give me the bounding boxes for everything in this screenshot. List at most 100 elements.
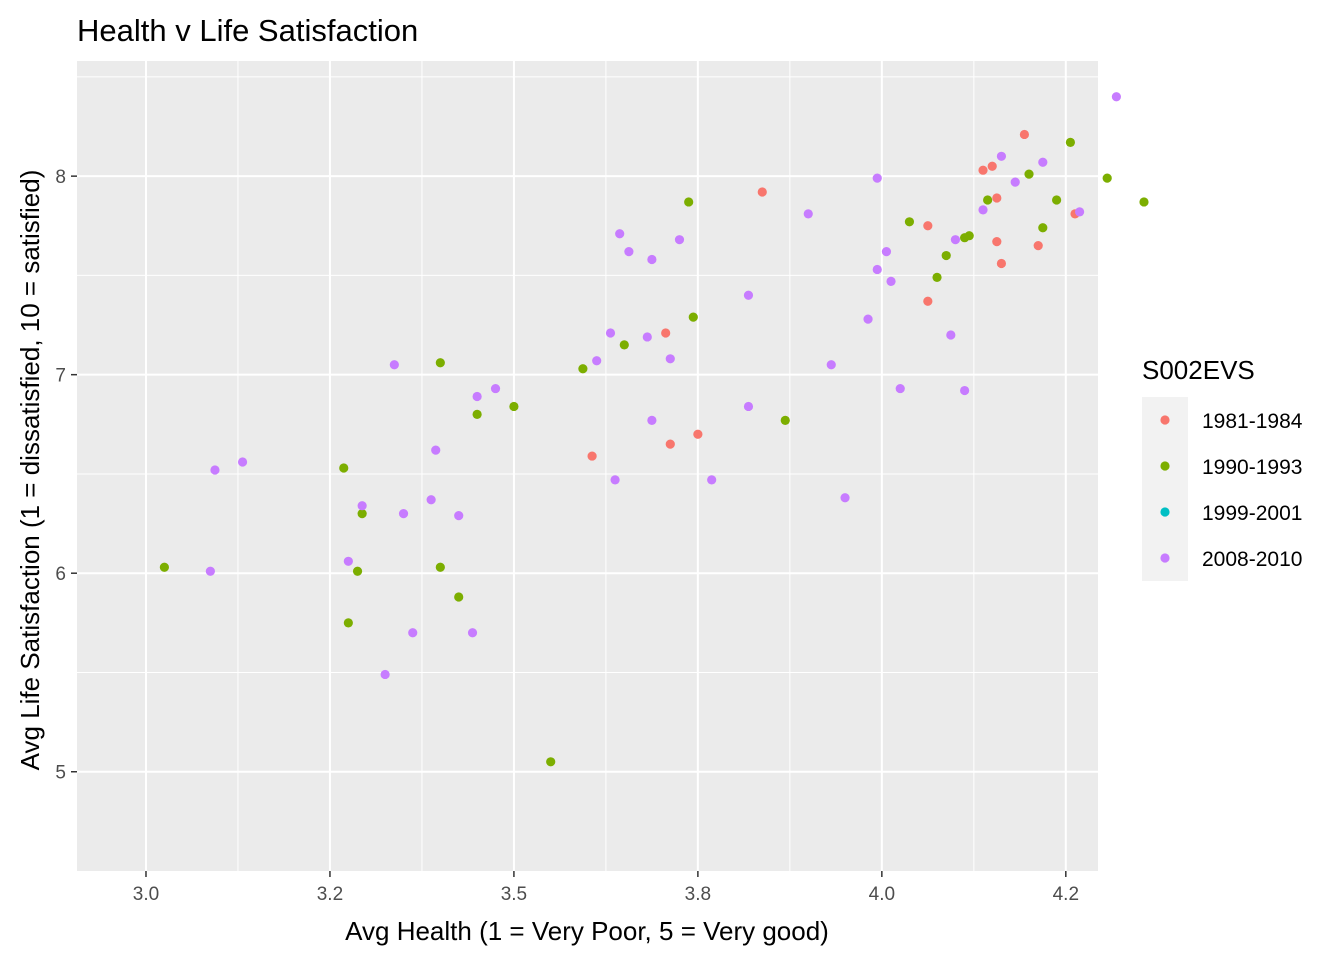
data-point	[205, 566, 215, 576]
data-point	[904, 217, 915, 227]
data-point	[352, 566, 363, 576]
data-point	[946, 330, 956, 340]
x-tick-label: 3.0	[133, 884, 159, 905]
data-point	[895, 383, 905, 394]
legend-key-point	[1160, 415, 1170, 425]
data-point	[881, 246, 892, 257]
data-point	[472, 409, 482, 419]
data-point	[357, 501, 367, 511]
data-point	[688, 312, 698, 322]
data-point	[950, 235, 961, 245]
data-point	[408, 628, 418, 638]
y-tick-label: 7	[55, 366, 66, 387]
data-point	[743, 401, 754, 412]
data-point	[578, 364, 588, 374]
data-point	[992, 237, 1002, 247]
data-point	[435, 562, 445, 572]
data-point	[210, 465, 220, 475]
data-point	[546, 757, 556, 767]
data-point	[490, 383, 501, 394]
data-point	[380, 669, 390, 680]
data-point	[941, 250, 951, 261]
data-point	[159, 562, 169, 572]
data-point	[863, 314, 873, 324]
data-point	[978, 165, 988, 175]
data-point	[605, 328, 616, 338]
legend-key-point	[1160, 553, 1170, 563]
data-point	[872, 173, 882, 183]
data-point	[826, 360, 836, 370]
data-point	[467, 628, 478, 638]
data-point	[674, 235, 685, 245]
data-point	[886, 276, 896, 286]
data-point	[964, 231, 974, 241]
data-point	[389, 360, 399, 370]
x-axis: 3.0 3.2 3.5 3.8 4.0 4.2	[133, 871, 1079, 905]
x-tick-label: 3.2	[317, 884, 343, 905]
legend-entries: 1981-1984 1990-1993 1999-2001 2008-2010	[1160, 410, 1303, 571]
x-tick-label: 3.8	[685, 884, 711, 905]
data-point	[624, 246, 634, 257]
data-point	[615, 229, 625, 239]
data-point	[343, 556, 353, 566]
data-point	[509, 401, 519, 412]
chart-title: Health v Life Satisfaction	[77, 13, 418, 48]
y-axis-title: Avg Life Satisfaction (1 = dissatisfied,…	[15, 170, 45, 771]
data-point	[454, 511, 464, 521]
data-point	[803, 209, 813, 219]
x-axis-title: Avg Health (1 = Very Poor, 5 = Very good…	[345, 916, 829, 946]
y-axis: 5 6 7 8	[55, 167, 77, 784]
data-point	[454, 592, 464, 602]
data-point	[707, 475, 717, 485]
data-point	[1038, 223, 1048, 233]
x-tick-label: 3.5	[501, 884, 527, 905]
data-point	[1010, 177, 1020, 187]
x-tick-label: 4.0	[869, 884, 895, 905]
data-point	[642, 332, 652, 342]
data-point	[472, 391, 482, 402]
data-point	[426, 495, 436, 505]
data-point	[237, 457, 248, 467]
data-point	[923, 296, 933, 306]
x-tick-label: 4.2	[1053, 884, 1079, 905]
data-point	[996, 258, 1007, 269]
legend-key-point	[1160, 461, 1170, 471]
data-point	[343, 618, 353, 628]
data-point	[592, 356, 602, 366]
plot-panel	[77, 61, 1098, 871]
data-point	[1052, 195, 1062, 205]
data-point	[978, 205, 988, 215]
data-point	[757, 187, 767, 197]
data-point	[1139, 197, 1149, 207]
data-point	[780, 415, 790, 425]
legend-key-point	[1160, 507, 1170, 517]
grid-lines	[77, 61, 1098, 871]
legend: S002EVS 1981-1984 1990-1993 1999-2001 2008-…	[1142, 355, 1303, 581]
data-point	[1075, 207, 1085, 217]
data-point	[684, 197, 694, 207]
data-point	[932, 272, 942, 282]
data-point	[923, 221, 933, 231]
data-point	[983, 195, 993, 205]
data-point	[987, 161, 997, 171]
data-point	[587, 451, 597, 461]
data-point	[610, 475, 620, 485]
y-tick-label: 6	[55, 564, 66, 585]
legend-title: S002EVS	[1142, 355, 1255, 385]
data-point	[435, 358, 445, 368]
data-point	[1024, 169, 1034, 179]
data-point	[840, 493, 850, 503]
data-point	[661, 328, 671, 338]
data-point	[693, 429, 703, 439]
legend-key-background	[1142, 397, 1188, 581]
data-point	[1065, 137, 1076, 147]
data-point	[992, 193, 1002, 203]
data-point	[431, 445, 441, 455]
data-point	[357, 509, 367, 519]
data-point	[960, 385, 970, 396]
data-point	[1111, 92, 1121, 102]
data-point	[743, 290, 754, 300]
y-tick-label: 8	[55, 167, 66, 188]
y-tick-label: 5	[55, 763, 66, 784]
